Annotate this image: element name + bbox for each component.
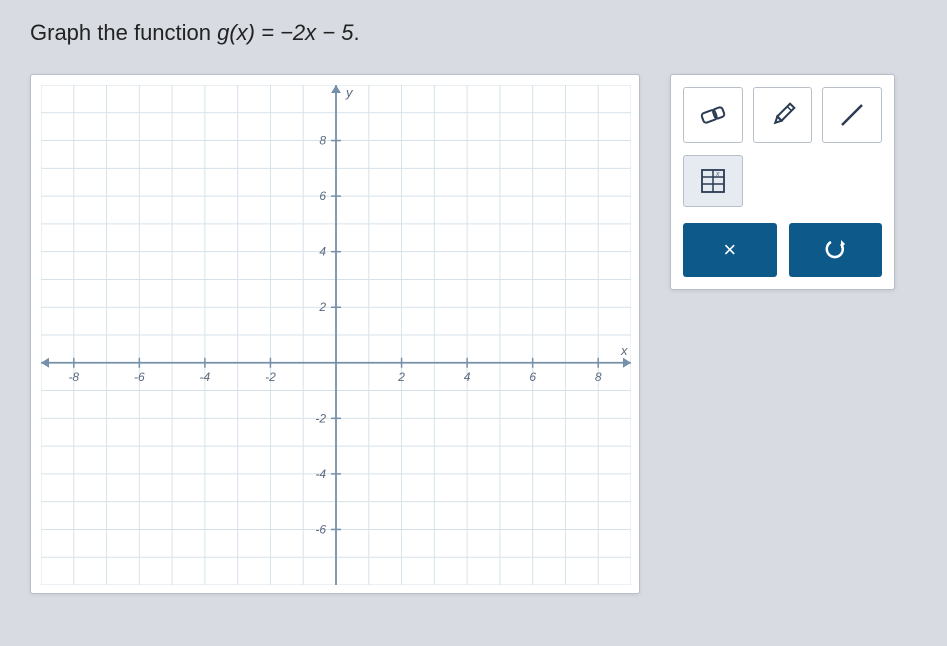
table-icon: x [699, 167, 727, 195]
svg-text:6: 6 [319, 189, 326, 203]
eraser-icon [696, 103, 730, 127]
svg-text:8: 8 [319, 134, 326, 148]
prompt-equation: g(x) = −2x − 5 [217, 20, 353, 45]
coordinate-grid[interactable]: -8 -6 -4 -2 2 4 6 8 2 4 6 8 -2 -4 -6 y x [41, 85, 631, 585]
svg-text:x: x [620, 343, 628, 358]
svg-text:2: 2 [397, 370, 405, 384]
svg-text:-4: -4 [315, 467, 326, 481]
pencil-tool[interactable] [753, 87, 813, 143]
line-icon [837, 100, 867, 130]
svg-text:-8: -8 [68, 370, 79, 384]
undo-icon [823, 238, 847, 262]
line-tool[interactable] [822, 87, 882, 143]
tools-panel: x × [670, 74, 895, 290]
action-row: × [683, 223, 882, 277]
graph-panel[interactable]: -8 -6 -4 -2 2 4 6 8 2 4 6 8 -2 -4 -6 y x [30, 74, 640, 594]
pencil-icon [768, 100, 798, 130]
tool-row-2: x [683, 155, 882, 207]
eraser-tool[interactable] [683, 87, 743, 143]
svg-text:-6: -6 [134, 370, 145, 384]
svg-text:x: x [715, 171, 720, 178]
svg-text:4: 4 [319, 245, 326, 259]
svg-text:-4: -4 [200, 370, 211, 384]
svg-text:6: 6 [529, 370, 536, 384]
svg-text:2: 2 [318, 300, 326, 314]
svg-text:4: 4 [464, 370, 471, 384]
svg-text:y: y [345, 85, 354, 100]
svg-text:-6: -6 [315, 522, 326, 536]
svg-text:8: 8 [595, 370, 602, 384]
clear-button[interactable]: × [683, 223, 777, 277]
prompt-prefix: Graph the function [30, 20, 217, 45]
close-icon: × [723, 237, 736, 263]
svg-text:-2: -2 [265, 370, 276, 384]
question-prompt: Graph the function g(x) = −2x − 5. [30, 20, 917, 46]
undo-button[interactable] [789, 223, 883, 277]
prompt-suffix: . [353, 20, 359, 45]
content-area: -8 -6 -4 -2 2 4 6 8 2 4 6 8 -2 -4 -6 y x [30, 74, 917, 594]
tool-row-1 [683, 87, 882, 143]
table-tool[interactable]: x [683, 155, 743, 207]
svg-text:-2: -2 [315, 411, 326, 425]
